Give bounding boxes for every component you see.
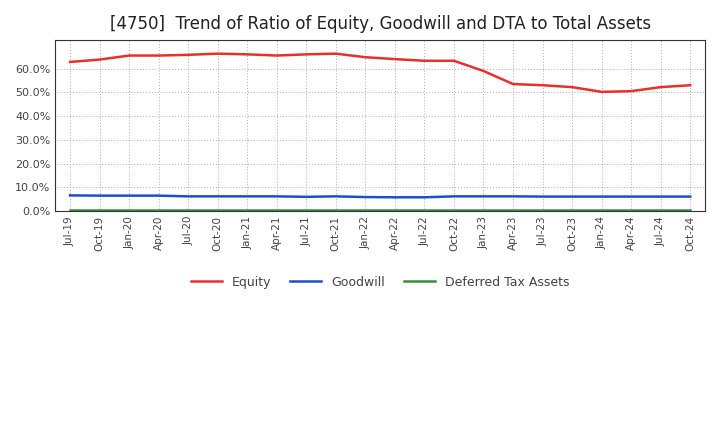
Deferred Tax Assets: [66, 207, 74, 213]
Equity: [302, 52, 310, 57]
Equity: [539, 83, 547, 88]
Equity: [509, 81, 518, 87]
Goodwill: [657, 194, 665, 199]
Equity: [686, 83, 695, 88]
Goodwill: [95, 193, 104, 198]
Deferred Tax Assets: [420, 207, 428, 213]
Deferred Tax Assets: [272, 207, 281, 213]
Goodwill: [243, 194, 251, 199]
Equity: [95, 57, 104, 62]
Deferred Tax Assets: [331, 207, 340, 213]
Goodwill: [66, 193, 74, 198]
Deferred Tax Assets: [302, 207, 310, 213]
Deferred Tax Assets: [449, 207, 458, 213]
Deferred Tax Assets: [627, 207, 636, 213]
Goodwill: [272, 194, 281, 199]
Goodwill: [125, 193, 133, 198]
Goodwill: [480, 194, 488, 199]
Goodwill: [213, 194, 222, 199]
Goodwill: [627, 194, 636, 199]
Goodwill: [420, 194, 428, 200]
Deferred Tax Assets: [480, 207, 488, 213]
Equity: [598, 89, 606, 95]
Legend: Equity, Goodwill, Deferred Tax Assets: Equity, Goodwill, Deferred Tax Assets: [186, 271, 575, 294]
Equity: [361, 55, 369, 60]
Goodwill: [154, 193, 163, 198]
Deferred Tax Assets: [509, 207, 518, 213]
Equity: [272, 53, 281, 58]
Equity: [627, 88, 636, 94]
Goodwill: [184, 194, 192, 199]
Goodwill: [361, 194, 369, 200]
Goodwill: [302, 194, 310, 199]
Deferred Tax Assets: [213, 207, 222, 213]
Deferred Tax Assets: [125, 207, 133, 213]
Equity: [449, 58, 458, 63]
Line: Equity: Equity: [70, 54, 690, 92]
Equity: [66, 59, 74, 65]
Equity: [243, 52, 251, 57]
Goodwill: [686, 194, 695, 199]
Goodwill: [390, 194, 399, 200]
Deferred Tax Assets: [184, 207, 192, 213]
Equity: [657, 84, 665, 90]
Equity: [184, 52, 192, 58]
Equity: [213, 51, 222, 56]
Goodwill: [331, 194, 340, 199]
Goodwill: [598, 194, 606, 199]
Deferred Tax Assets: [657, 207, 665, 213]
Goodwill: [449, 194, 458, 199]
Equity: [331, 51, 340, 56]
Equity: [568, 84, 577, 90]
Deferred Tax Assets: [568, 207, 577, 213]
Title: [4750]  Trend of Ratio of Equity, Goodwill and DTA to Total Assets: [4750] Trend of Ratio of Equity, Goodwil…: [109, 15, 651, 33]
Deferred Tax Assets: [95, 207, 104, 213]
Deferred Tax Assets: [686, 207, 695, 213]
Equity: [480, 68, 488, 73]
Goodwill: [509, 194, 518, 199]
Goodwill: [539, 194, 547, 199]
Deferred Tax Assets: [539, 207, 547, 213]
Deferred Tax Assets: [390, 207, 399, 213]
Equity: [154, 53, 163, 58]
Equity: [390, 56, 399, 62]
Deferred Tax Assets: [598, 207, 606, 213]
Equity: [420, 58, 428, 63]
Line: Goodwill: Goodwill: [70, 195, 690, 197]
Deferred Tax Assets: [361, 207, 369, 213]
Goodwill: [568, 194, 577, 199]
Deferred Tax Assets: [243, 207, 251, 213]
Deferred Tax Assets: [154, 207, 163, 213]
Equity: [125, 53, 133, 58]
